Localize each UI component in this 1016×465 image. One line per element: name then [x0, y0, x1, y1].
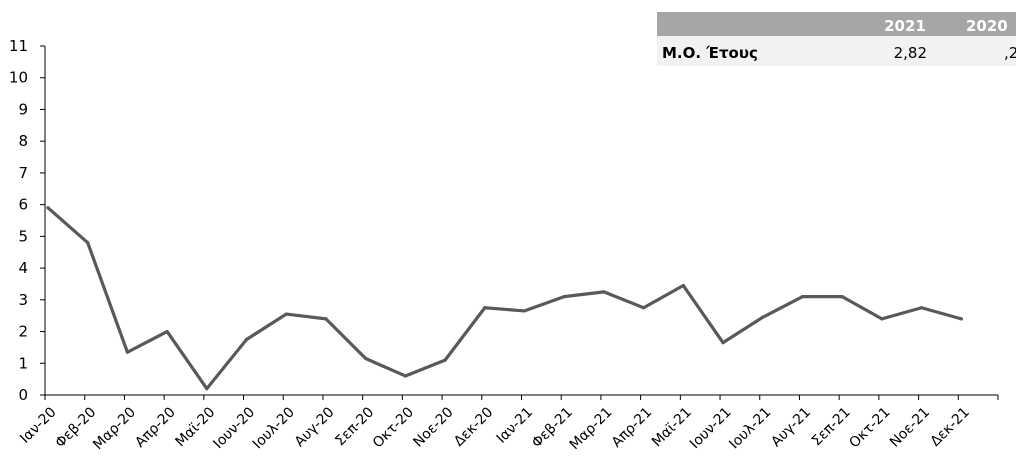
summary-col-2021: 2021: [884, 17, 926, 35]
x-tick-label: Απρ-20: [132, 404, 179, 451]
data-point: [721, 341, 725, 345]
y-tick-label: 3: [18, 291, 28, 309]
summary-value-2021: 2,82: [894, 44, 927, 62]
data-point: [761, 315, 765, 319]
data-point: [562, 295, 566, 299]
data-point: [324, 317, 328, 321]
data-point: [205, 387, 209, 391]
x-axis: Ιαν-20Φεβ-20Μαρ-20Απρ-20Μαϊ-20Ιουν-20Ιου…: [17, 394, 999, 453]
data-point: [681, 283, 685, 288]
y-tick-label: 11: [9, 37, 28, 55]
summary-data-row: [657, 36, 1016, 66]
y-tick-label: 1: [18, 354, 28, 372]
y-tick-label: 8: [18, 132, 28, 150]
y-tick-label: 0: [18, 386, 28, 404]
data-point: [800, 295, 805, 299]
data-point: [364, 356, 368, 361]
x-tick-label: Απρ-21: [609, 404, 656, 451]
data-point: [46, 206, 50, 210]
x-tick-label: Ιουλ-20: [250, 404, 298, 452]
y-tick-labels: 0 1 2 3 4 5 6 7 8 9 10 11: [9, 37, 45, 404]
data-point: [522, 309, 527, 313]
x-tick-label: Νοε-20: [410, 404, 456, 450]
data-point: [244, 337, 249, 342]
summary-row-label: Μ.Ο. Έτους: [662, 44, 758, 62]
data-point: [642, 306, 646, 310]
y-tick-label: 9: [18, 100, 28, 118]
data-point: [165, 329, 169, 334]
data-point: [880, 317, 884, 321]
x-tick-label: Μαϊ-20: [173, 404, 219, 450]
x-tick-label: Ιουν-21: [687, 404, 735, 452]
x-tick-label: Αυγ-21: [768, 404, 814, 450]
y-tick-label: 6: [18, 196, 28, 214]
x-tick-label: Μαρ-21: [567, 404, 616, 453]
y-tick-label: 5: [18, 227, 28, 245]
x-tick-label: Δεκ-20: [451, 404, 496, 449]
x-tick-label: Οκτ-21: [846, 404, 893, 451]
series-line: [46, 206, 963, 391]
data-point: [403, 374, 407, 378]
x-tick-label: Ιουλ-21: [726, 404, 774, 452]
x-tick-label: Σεπ-21: [809, 404, 854, 449]
data-point: [125, 350, 130, 354]
x-tick-label: Αυγ-20: [292, 404, 338, 450]
summary-table: 2021 2020 Μ.Ο. Έτους 2,82 ,2: [657, 12, 1016, 66]
summary-header-row: [657, 12, 1016, 36]
series-group: [46, 206, 963, 391]
x-tick-label: Δεκ-21: [927, 404, 972, 449]
y-tick-label: 10: [9, 69, 28, 87]
x-tick-label: Σεπ-20: [332, 404, 377, 449]
data-point: [86, 241, 90, 245]
x-tick-label: Ιουν-20: [210, 404, 258, 452]
y-tick-label: 4: [18, 259, 28, 277]
y-tick-label: 2: [18, 323, 28, 341]
data-point: [483, 306, 487, 310]
x-tick-label: Μαρ-20: [90, 404, 139, 453]
x-tick-labels: Ιαν-20Φεβ-20Μαρ-20Απρ-20Μαϊ-20Ιουν-20Ιου…: [17, 395, 999, 453]
y-tick-label: 7: [18, 164, 28, 182]
data-point: [959, 317, 963, 321]
x-tick-label: Νοε-21: [887, 404, 933, 450]
data-point: [919, 306, 924, 310]
x-tick-label: Μαϊ-21: [649, 404, 695, 450]
y-axis: 0 1 2 3 4 5 6 7 8 9 10 11: [9, 37, 46, 404]
data-point: [443, 358, 447, 362]
summary-value-2020: ,2: [1004, 44, 1016, 62]
data-point: [284, 312, 288, 316]
data-point: [602, 290, 606, 294]
x-tick-label: Οκτ-20: [370, 404, 417, 451]
data-point: [840, 295, 844, 299]
summary-col-2020: 2020: [966, 17, 1008, 35]
